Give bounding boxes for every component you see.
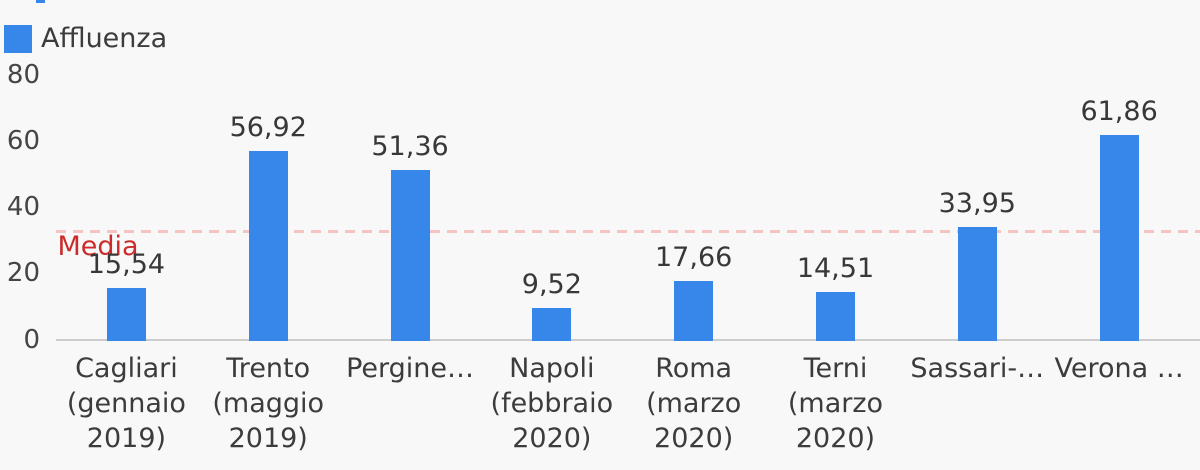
- bar-value-label-6: 33,95: [938, 188, 1016, 220]
- x-axis-label-line: (marzo: [646, 388, 742, 419]
- bar-0[interactable]: [106, 288, 146, 342]
- x-axis-label-line: Cagliari: [75, 353, 178, 384]
- y-axis-tick-0: 0: [23, 324, 40, 355]
- x-axis-label-7: Verona …: [1029, 351, 1200, 386]
- x-axis-label-3: Napoli (febbraio 2020): [462, 351, 642, 456]
- x-axis-label-line: Sassari-…: [910, 353, 1045, 384]
- y-axis-tick-80: 80: [6, 60, 40, 90]
- bar-1[interactable]: [248, 151, 288, 342]
- clipped-blue-fragment: [36, 0, 45, 3]
- x-axis-label-line: Terni: [803, 353, 868, 384]
- x-axis-label-line: 2019): [86, 423, 167, 454]
- x-axis-label-line: (maggio: [212, 388, 325, 419]
- x-axis-label-line: Napoli: [509, 353, 595, 384]
- x-axis-label-line: 2020): [654, 423, 734, 454]
- legend-swatch-icon: [4, 25, 32, 53]
- bar-value-label-0: 15,54: [87, 249, 166, 281]
- bar-value-label-2: 51,36: [371, 130, 449, 162]
- bar-value-label-3: 9,52: [521, 269, 582, 301]
- x-axis-label-6: Sassari-…: [887, 351, 1067, 386]
- bar-7[interactable]: [1099, 134, 1139, 342]
- x-axis-label-1: Trento (maggio 2019): [178, 351, 358, 456]
- x-axis-label-line: Pergine…: [346, 353, 474, 384]
- x-axis-label-2: Pergine…: [320, 351, 500, 386]
- x-axis-label-5: Terni (marzo 2020): [745, 351, 925, 456]
- bar-value-label-7: 61,86: [1080, 95, 1158, 127]
- bar-2[interactable]: [390, 169, 430, 342]
- x-axis-label-line: (marzo: [787, 388, 884, 419]
- bar-4[interactable]: [674, 281, 714, 342]
- x-axis-label-line: Roma: [655, 353, 733, 384]
- x-axis-line: [55, 338, 1200, 341]
- bar-value-label-4: 17,66: [655, 242, 733, 274]
- x-axis-label-0: Cagliari (gennaio 2019): [36, 351, 216, 456]
- media-reference-line: [55, 229, 1200, 233]
- x-axis-label-line: 2019): [228, 423, 308, 454]
- legend-label: Affluenza: [41, 23, 168, 54]
- bar-value-label-5: 14,51: [796, 252, 875, 284]
- media-label: Media: [57, 231, 139, 263]
- x-axis-label-line: 2020): [795, 423, 876, 454]
- x-axis-label-4: Roma (marzo 2020): [604, 351, 784, 456]
- x-axis-label-line: Trento: [226, 353, 311, 384]
- x-axis-label-line: (gennaio: [66, 388, 186, 419]
- x-axis-label-line: Verona …: [1054, 353, 1184, 384]
- legend[interactable]: Affluenza: [4, 25, 167, 53]
- y-axis-tick-60: 60: [6, 126, 40, 157]
- bar-value-label-1: 56,92: [229, 112, 307, 144]
- bar-5[interactable]: [815, 291, 855, 342]
- bar-6[interactable]: [957, 227, 997, 342]
- x-axis-label-line: (febbraio: [490, 388, 614, 419]
- bar-3[interactable]: [532, 308, 572, 342]
- y-axis-tick-20: 20: [6, 258, 40, 289]
- y-axis-tick-40: 40: [6, 192, 40, 223]
- x-axis-label-line: 2020): [512, 423, 592, 454]
